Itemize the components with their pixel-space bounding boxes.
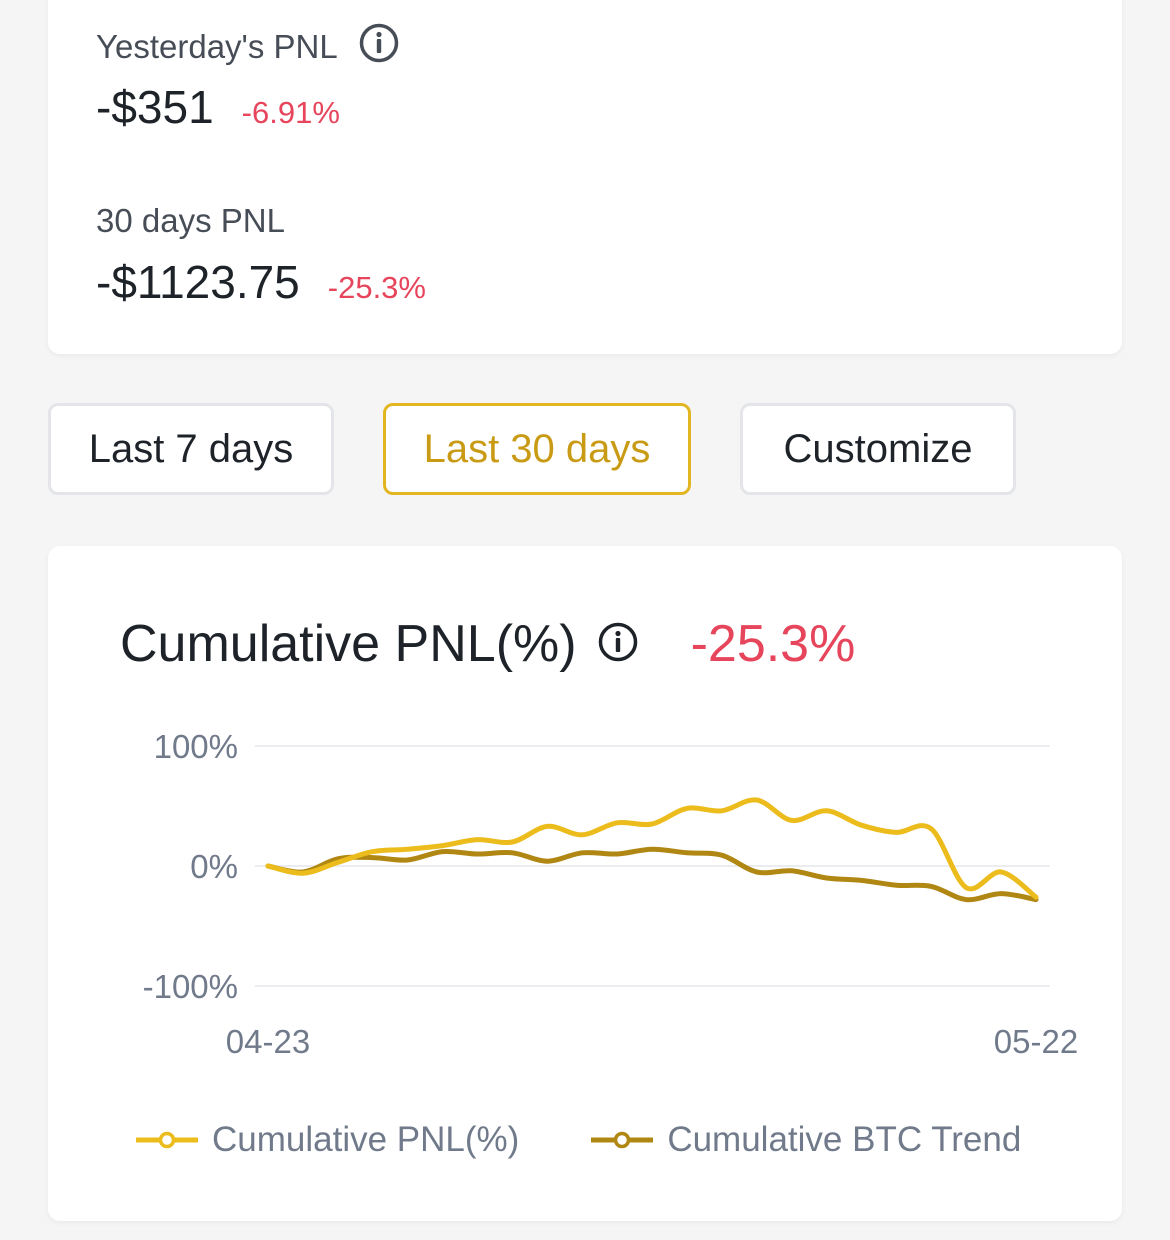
- thirty-day-pnl-label-row: 30 days PNL: [96, 202, 285, 240]
- thirty-day-pnl-value: -$1123.75: [96, 256, 300, 308]
- yesterday-pnl-value: -$351: [96, 81, 214, 133]
- legend-swatch-pnl: [136, 1131, 198, 1149]
- range-last-7-days-button[interactable]: Last 7 days: [48, 403, 334, 495]
- chart-total-percent: -25.3%: [690, 615, 856, 673]
- x-tick-label: 04-23: [226, 1023, 310, 1060]
- y-tick-label: -100%: [143, 968, 238, 1005]
- legend-label-pnl: Cumulative PNL(%): [212, 1120, 520, 1159]
- legend-item-pnl[interactable]: Cumulative PNL(%): [136, 1120, 519, 1160]
- thirty-day-pnl-label: 30 days PNL: [96, 202, 285, 239]
- chart-title: Cumulative PNL(%): [120, 615, 577, 673]
- series-line-btc: [265, 846, 1039, 903]
- x-tick-label: 05-22: [994, 1023, 1078, 1060]
- thirty-day-pnl-row: -$1123.75 -25.3%: [96, 255, 426, 309]
- yesterday-pnl-label-row: Yesterday's PNL: [96, 22, 400, 72]
- chart-header: Cumulative PNL(%) -25.3%: [120, 614, 855, 674]
- legend-swatch-btc: [591, 1131, 654, 1149]
- series-line-pnl: [265, 797, 1039, 900]
- cumulative-pnl-chart-card: Cumulative PNL(%) -25.3% 100% 0% -100% 04-2…: [48, 546, 1122, 1221]
- range-last-30-days-button[interactable]: Last 30 days: [383, 403, 691, 495]
- thirty-day-pnl-percent: -25.3%: [327, 270, 426, 305]
- y-tick-label: 0%: [190, 848, 238, 885]
- yesterday-pnl-percent: -6.91%: [241, 95, 340, 130]
- legend-label-btc: Cumulative BTC Trend: [667, 1120, 1022, 1159]
- info-icon[interactable]: [358, 22, 400, 72]
- legend-item-btc[interactable]: Cumulative BTC Trend: [591, 1120, 1021, 1160]
- info-icon[interactable]: [597, 621, 639, 668]
- yesterday-pnl-label: Yesterday's PNL: [96, 28, 338, 65]
- y-tick-label: 100%: [154, 728, 238, 765]
- range-customize-button[interactable]: Customize: [740, 403, 1016, 495]
- yesterday-pnl-row: -$351 -6.91%: [96, 80, 340, 134]
- pnl-line-chart: 100% 0% -100% 04-23 05-22: [143, 728, 1079, 1060]
- pnl-summary-card: Yesterday's PNL -$351 -6.91% 30 days PNL…: [48, 0, 1122, 354]
- chart-legend: Cumulative PNL(%) Cumulative BTC Trend: [136, 1120, 1021, 1160]
